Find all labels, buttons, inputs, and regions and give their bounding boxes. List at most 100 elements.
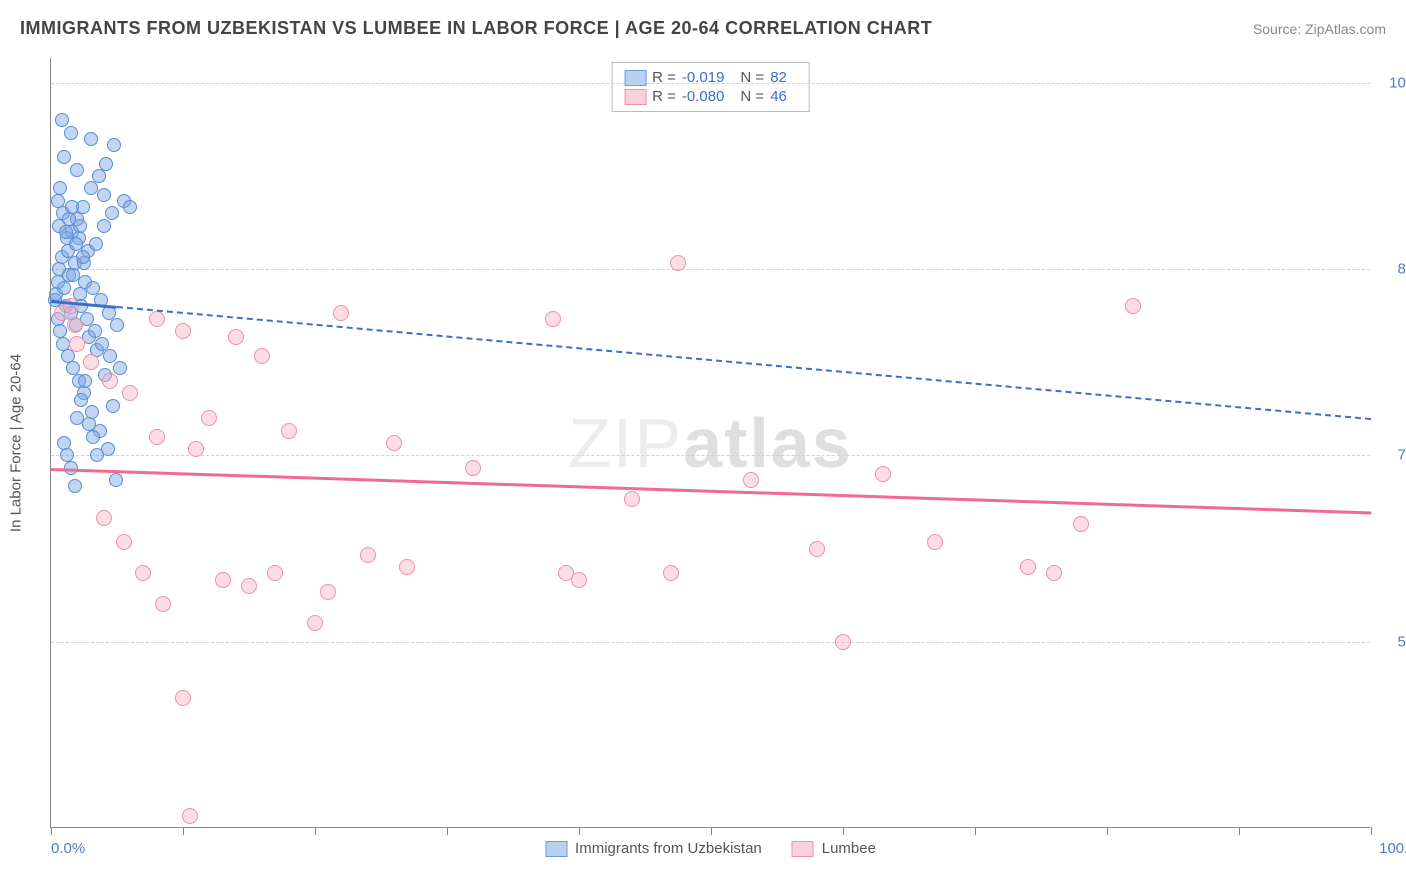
data-point <box>74 393 88 407</box>
data-point <box>399 559 415 575</box>
data-point <box>83 354 99 370</box>
data-point <box>64 126 78 140</box>
watermark-thin: ZIP <box>568 404 683 482</box>
data-point <box>135 565 151 581</box>
x-tick <box>447 827 448 835</box>
data-point <box>89 237 103 251</box>
watermark: ZIPatlas <box>568 403 852 483</box>
x-tick <box>183 827 184 835</box>
data-point <box>102 373 118 389</box>
data-point <box>57 281 71 295</box>
data-point <box>123 200 137 214</box>
series-legend: Immigrants from Uzbekistan Lumbee <box>545 840 876 857</box>
data-point <box>59 225 73 239</box>
legend-swatch <box>545 841 567 857</box>
data-point <box>281 423 297 439</box>
legend-label: Lumbee <box>822 840 876 857</box>
y-tick-label: 70.0% <box>1380 447 1406 464</box>
data-point <box>116 534 132 550</box>
legend-item: Lumbee <box>792 840 876 857</box>
data-point <box>66 268 80 282</box>
data-point <box>57 150 71 164</box>
chart-title: IMMIGRANTS FROM UZBEKISTAN VS LUMBEE IN … <box>20 18 932 39</box>
x-tick <box>51 827 52 835</box>
data-point <box>70 163 84 177</box>
data-point <box>254 348 270 364</box>
stats-legend: R = -0.019N = 82R = -0.080N = 46 <box>611 62 810 112</box>
x-tick <box>711 827 712 835</box>
data-point <box>1125 298 1141 314</box>
data-point <box>201 410 217 426</box>
data-point <box>465 460 481 476</box>
data-point <box>96 510 112 526</box>
data-point <box>53 181 67 195</box>
data-point <box>106 399 120 413</box>
legend-swatch <box>624 89 646 105</box>
legend-swatch <box>792 841 814 857</box>
data-point <box>333 305 349 321</box>
data-point <box>99 157 113 171</box>
data-point <box>78 374 92 388</box>
x-tick <box>579 827 580 835</box>
legend-label: Immigrants from Uzbekistan <box>575 840 762 857</box>
data-point <box>320 584 336 600</box>
data-point <box>68 479 82 493</box>
x-axis-max-label: 100.0% <box>1379 840 1406 857</box>
y-tick-label: 55.0% <box>1380 633 1406 650</box>
data-point <box>109 473 123 487</box>
data-point <box>51 194 65 208</box>
data-point <box>1046 565 1062 581</box>
data-point <box>267 565 283 581</box>
source-label: Source: ZipAtlas.com <box>1253 21 1386 37</box>
data-point <box>90 448 104 462</box>
data-point <box>670 255 686 271</box>
data-point <box>149 311 165 327</box>
data-point <box>110 318 124 332</box>
data-point <box>1073 516 1089 532</box>
stats-legend-row: R = -0.080N = 46 <box>624 88 797 105</box>
data-point <box>97 219 111 233</box>
x-tick <box>843 827 844 835</box>
data-point <box>1020 559 1036 575</box>
r-label: R = <box>652 88 676 105</box>
data-point <box>241 578 257 594</box>
data-point <box>73 219 87 233</box>
data-point <box>228 329 244 345</box>
data-point <box>182 808 198 824</box>
data-point <box>175 323 191 339</box>
n-label: N = <box>740 88 764 105</box>
gridline <box>51 642 1370 643</box>
data-point <box>84 181 98 195</box>
data-point <box>743 472 759 488</box>
gridline <box>51 269 1370 270</box>
data-point <box>76 250 90 264</box>
data-point <box>65 200 79 214</box>
data-point <box>360 547 376 563</box>
y-tick-label: 85.0% <box>1380 261 1406 278</box>
data-point <box>927 534 943 550</box>
x-tick <box>1239 827 1240 835</box>
data-point <box>122 385 138 401</box>
data-point <box>55 113 69 127</box>
data-point <box>809 541 825 557</box>
x-tick <box>1371 827 1372 835</box>
data-point <box>545 311 561 327</box>
data-point <box>92 169 106 183</box>
data-point <box>86 430 100 444</box>
data-point <box>571 572 587 588</box>
y-axis-title: In Labor Force | Age 20-64 <box>8 353 25 531</box>
n-value: 46 <box>770 88 787 105</box>
gridline <box>51 83 1370 84</box>
data-point <box>307 615 323 631</box>
watermark-bold: atlas <box>683 404 853 482</box>
data-point <box>875 466 891 482</box>
data-point <box>97 188 111 202</box>
data-point <box>835 634 851 650</box>
x-tick <box>975 827 976 835</box>
data-point <box>624 491 640 507</box>
data-point <box>663 565 679 581</box>
data-point <box>215 572 231 588</box>
x-tick <box>1107 827 1108 835</box>
data-point <box>149 429 165 445</box>
trend-line <box>51 468 1371 514</box>
